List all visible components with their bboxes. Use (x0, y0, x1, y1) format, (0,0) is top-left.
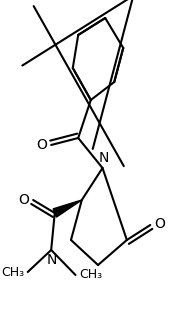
Text: CH₃: CH₃ (79, 268, 102, 282)
Text: N: N (98, 151, 109, 165)
Text: N: N (47, 253, 57, 267)
Polygon shape (53, 200, 82, 217)
Text: CH₃: CH₃ (1, 266, 24, 278)
Text: O: O (37, 138, 48, 152)
Text: O: O (19, 193, 30, 207)
Text: O: O (154, 217, 165, 231)
